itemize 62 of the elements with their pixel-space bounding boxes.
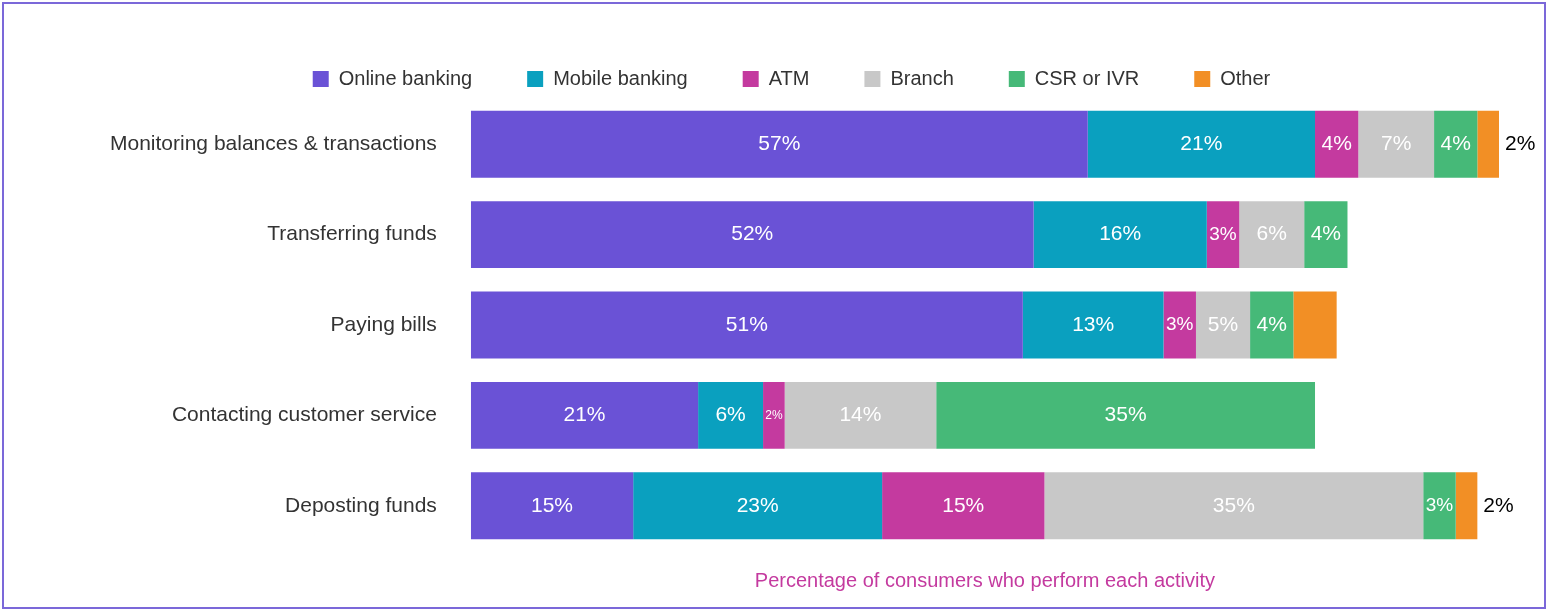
y-tick-label: Monitoring balances & transactions (110, 131, 437, 154)
bar (1239, 201, 1305, 269)
bar (470, 110, 1088, 178)
bar (470, 291, 1023, 359)
data-label: 2% (1483, 492, 1514, 516)
data-label: 35% (1104, 402, 1147, 426)
bar (1206, 201, 1240, 269)
data-label: 4% (1440, 131, 1471, 154)
bar (1044, 472, 1424, 540)
bar (763, 381, 785, 449)
data-label: 6% (715, 402, 746, 426)
y-tick-label: Contacting customer service (171, 402, 437, 426)
data-label: 3% (1425, 494, 1454, 516)
data-label: 15% (942, 492, 985, 516)
bar (1304, 201, 1348, 269)
data-label: 3% (1209, 222, 1237, 244)
data-label: 3% (1166, 313, 1194, 335)
legend-label: Mobile banking (553, 66, 688, 89)
bar (470, 472, 634, 540)
data-label: 13% (1072, 311, 1115, 335)
bar (470, 381, 699, 449)
bar (936, 381, 1316, 449)
bar (1423, 472, 1456, 540)
data-label: 2% (765, 407, 783, 422)
bar (1163, 291, 1196, 359)
bar (1087, 110, 1316, 178)
bar (1358, 110, 1435, 178)
bar (1455, 472, 1478, 540)
y-tick-label: Transferring funds (267, 221, 437, 245)
bar (633, 472, 883, 540)
bar (1293, 291, 1337, 359)
data-label: 4% (1256, 311, 1287, 335)
legend-label: Online banking (338, 66, 473, 89)
data-label: 2% (1505, 131, 1536, 154)
data-label: 16% (1099, 221, 1142, 245)
bar (1250, 291, 1294, 359)
bar (470, 201, 1034, 269)
data-label: 15% (531, 492, 574, 516)
bar (1477, 110, 1499, 178)
bar (1033, 201, 1207, 269)
data-label: 23% (736, 492, 779, 516)
data-label: 52% (731, 221, 774, 245)
bar (1315, 110, 1359, 178)
bar (784, 381, 937, 449)
legend-label: Other (1220, 66, 1271, 89)
legend-label: Branch (890, 66, 954, 89)
bar (1022, 291, 1164, 359)
legend-label: ATM (768, 66, 810, 89)
y-tick-label: Deposting funds (285, 492, 437, 516)
x-axis-title: Percentage of consumers who perform each activity (754, 568, 1216, 591)
data-label: 21% (563, 402, 606, 426)
bar (1434, 110, 1478, 178)
data-label: 4% (1321, 131, 1352, 154)
data-label: 51% (725, 311, 768, 335)
bar (882, 472, 1045, 540)
bar (1195, 291, 1251, 359)
y-tick-label: Paying bills (330, 311, 437, 335)
bar (698, 381, 764, 449)
legend-label: CSR or IVR (1034, 66, 1140, 89)
data-label: 57% (758, 131, 801, 154)
data-label: 21% (1180, 131, 1223, 154)
data-label: 4% (1310, 221, 1342, 245)
